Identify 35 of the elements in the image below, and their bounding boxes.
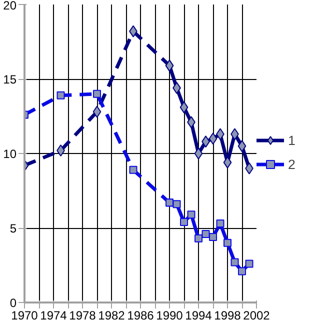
x-tick-label: 1986 [127, 308, 154, 322]
y-tick-label: 0 [10, 296, 17, 310]
point [92, 106, 102, 118]
y-tick-label: 15 [3, 72, 17, 86]
x-tick-label: 1994 [185, 308, 212, 322]
x-tick-label: 1990 [156, 308, 184, 322]
y-tick-label: 5 [10, 222, 17, 236]
point [187, 210, 196, 219]
point [245, 260, 254, 268]
point [202, 230, 210, 238]
point [208, 132, 218, 145]
legend-label: 2 [288, 156, 296, 172]
point [129, 166, 138, 174]
x-tick-label: 1998 [214, 308, 242, 322]
point [209, 232, 217, 241]
x-tick-label: 1970 [11, 308, 38, 322]
y-tick-label: 20 [3, 0, 17, 12]
x-tick-label: 1974 [40, 308, 68, 322]
point [194, 234, 202, 242]
legend-label: 1 [288, 132, 296, 148]
point [238, 140, 246, 152]
point [194, 148, 203, 160]
point [172, 200, 181, 208]
point [93, 90, 101, 98]
point [180, 101, 188, 114]
point [230, 258, 239, 266]
x-tick-label: 1978 [69, 308, 96, 322]
point [238, 267, 246, 276]
point [216, 220, 224, 228]
x-tick-label: 2002 [243, 308, 270, 322]
x-tick-label: 1982 [98, 308, 126, 322]
point [224, 238, 232, 247]
point [180, 218, 188, 226]
y-tick-label: 10 [3, 147, 17, 161]
point [56, 91, 65, 100]
